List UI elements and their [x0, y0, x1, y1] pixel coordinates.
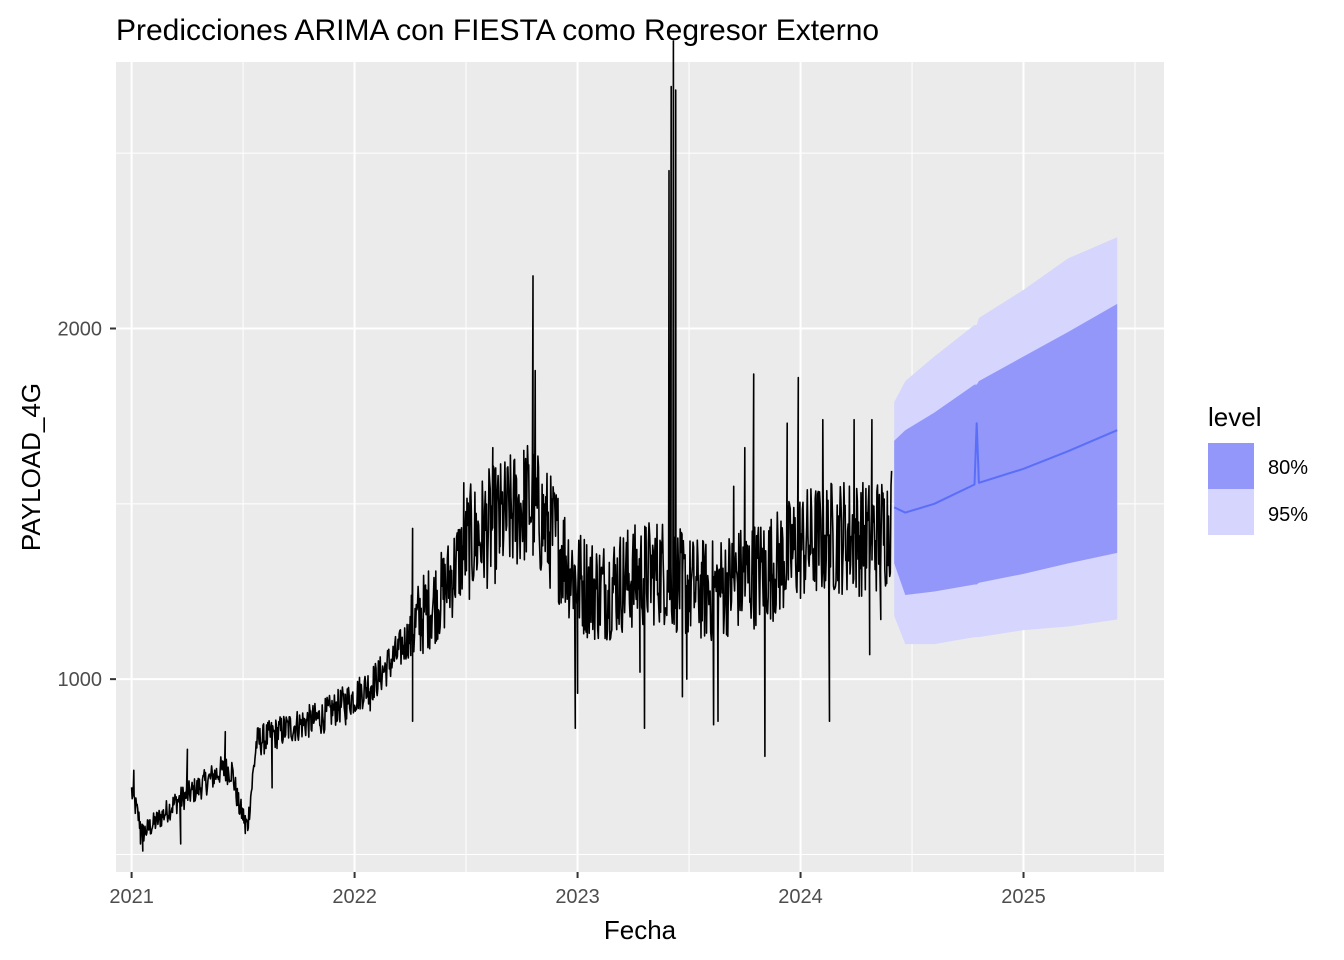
forecast-mean-line: [893, 422, 1118, 514]
band-80: [894, 303, 1118, 595]
y-axis-title: PAYLOAD_4G: [16, 383, 46, 551]
x-tick-label: 2025: [1001, 886, 1046, 908]
x-tick-label: 2021: [109, 886, 154, 908]
history-line: [130, 40, 893, 852]
x-tick-label: 2022: [332, 886, 377, 908]
legend-title: level: [1208, 402, 1261, 432]
chart-title: Predicciones ARIMA con FIESTA como Regre…: [116, 14, 879, 47]
forecast-series: [893, 422, 1118, 514]
minor-gridlines: [116, 62, 1164, 872]
legend-label-95: 95%: [1268, 504, 1308, 526]
x-tick-label: 2024: [778, 886, 823, 908]
y-tick-label: 1000: [58, 669, 103, 691]
x-tick-label: 2023: [555, 886, 600, 908]
x-axis: 2021 2022 2023 2024 2025: [109, 872, 1046, 908]
x-axis-title: Fecha: [604, 915, 677, 945]
legend-key-80: [1208, 443, 1254, 489]
legend-label-80: 80%: [1268, 457, 1308, 479]
legend: level 80% 95%: [1208, 402, 1308, 535]
prediction-intervals: [894, 237, 1118, 645]
y-axis: 1000 2000: [58, 318, 116, 691]
y-tick-label: 2000: [58, 318, 103, 340]
legend-key-95: [1208, 489, 1254, 535]
history-series: [130, 40, 893, 852]
